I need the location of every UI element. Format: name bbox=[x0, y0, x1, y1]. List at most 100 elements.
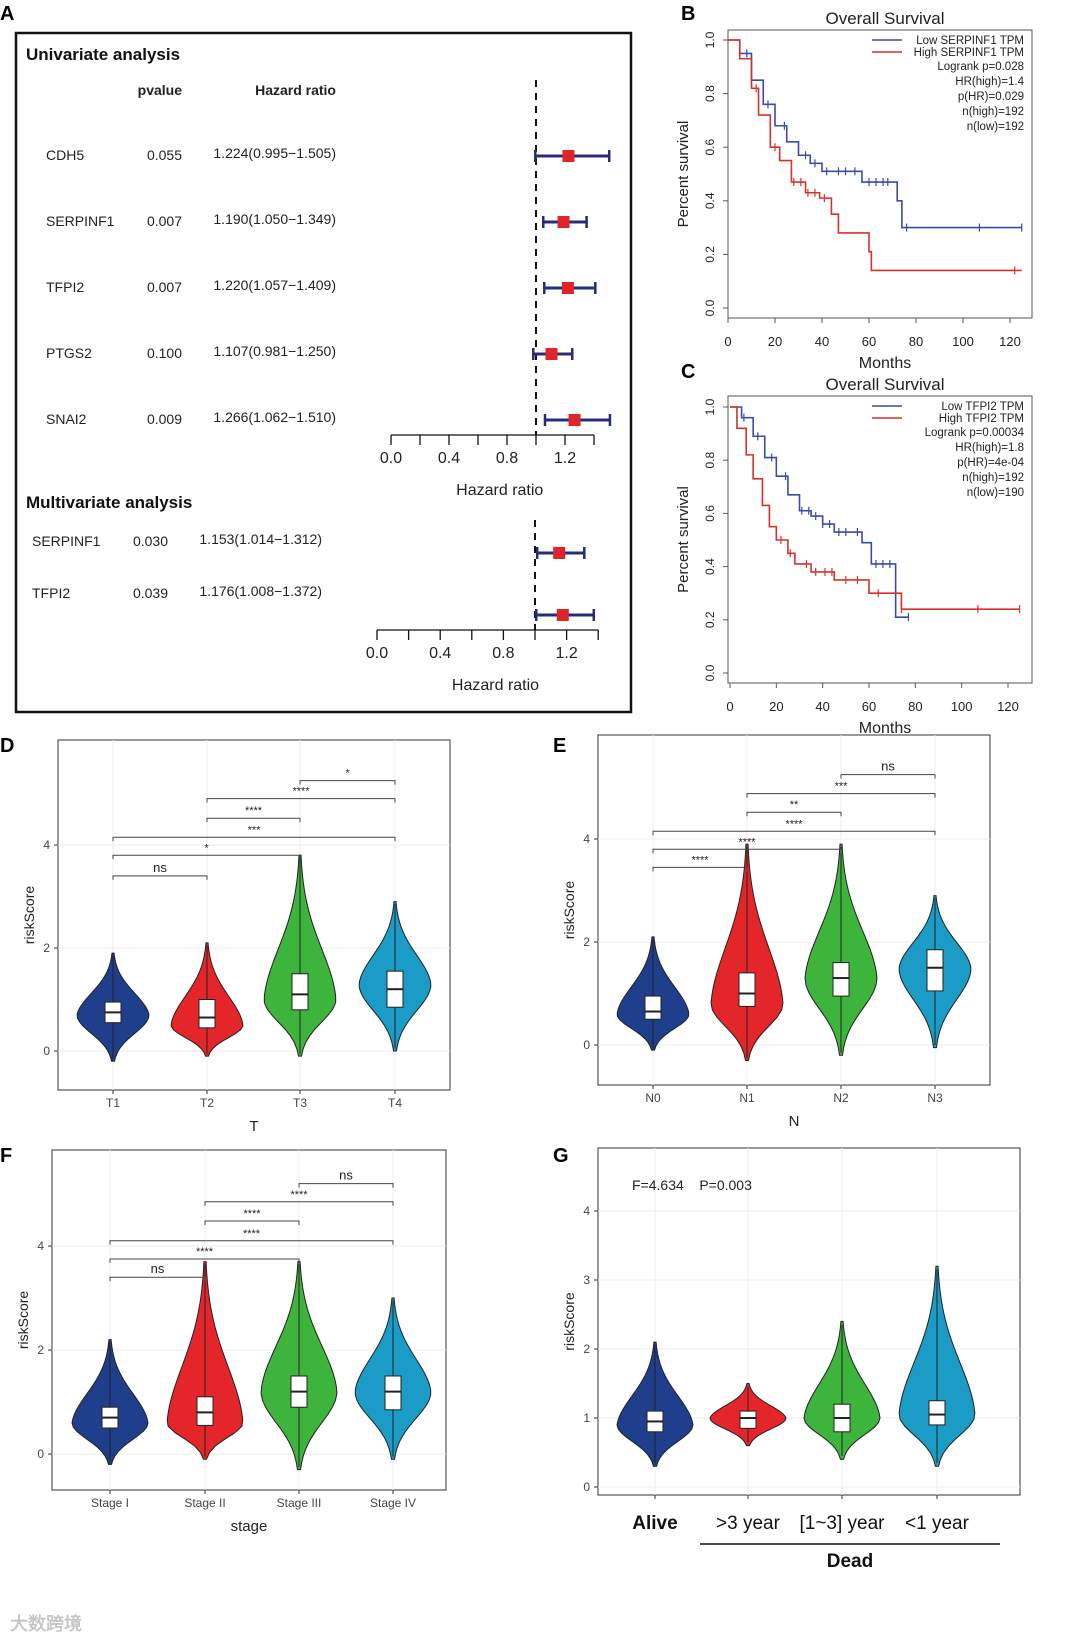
anova-annotation: F=4.634 P=0.003 bbox=[632, 1177, 752, 1193]
stat-text: p(HR)=4e-04 bbox=[957, 457, 1024, 469]
x-tick-label: 0.8 bbox=[496, 450, 518, 467]
panel-label-e: E bbox=[553, 735, 566, 757]
plot-frame bbox=[727, 395, 1033, 684]
x-axis-label: N bbox=[789, 1113, 800, 1130]
hazard-ratio-point bbox=[562, 150, 575, 162]
significance-bracket bbox=[206, 817, 301, 823]
significance-label: **** bbox=[243, 1228, 261, 1240]
x-tick-label: N1 bbox=[739, 1091, 755, 1105]
significance-label: **** bbox=[785, 818, 803, 830]
panel-label-f: F bbox=[0, 1145, 12, 1167]
stat-text: HR(high)=1.4 bbox=[955, 76, 1024, 88]
legend-entry: High SERPINF1 TPM bbox=[914, 47, 1024, 59]
significance-label: ns bbox=[881, 759, 895, 774]
stat-text: n(low)=192 bbox=[967, 121, 1024, 133]
stat-text: n(low)=190 bbox=[967, 487, 1024, 499]
y-tick-label: 3 bbox=[583, 1273, 590, 1287]
y-axis-label: riskScore bbox=[15, 1291, 31, 1350]
y-axis-label: Percent survival bbox=[675, 486, 692, 593]
x-axis-label: Dead bbox=[827, 1551, 873, 1572]
significance-label: ns bbox=[151, 1261, 165, 1276]
x-tick-label: Stage II bbox=[184, 1496, 225, 1510]
gene-name: CDH5 bbox=[46, 147, 84, 163]
box bbox=[644, 995, 662, 1020]
y-axis-label: riskScore bbox=[21, 886, 37, 945]
x-tick-label: 0.0 bbox=[380, 450, 402, 467]
y-tick-label: 4 bbox=[37, 1239, 44, 1253]
x-tick-label: N2 bbox=[833, 1091, 849, 1105]
significance-bracket bbox=[840, 774, 936, 779]
significance-label: *** bbox=[248, 824, 262, 836]
legend-entry: High TFPI2 TPM bbox=[939, 413, 1024, 425]
x-tick-label: N3 bbox=[927, 1091, 943, 1105]
x-axis-label: Hazard ratio bbox=[456, 482, 543, 499]
y-tick-label: 0.4 bbox=[703, 192, 717, 209]
hazard-ratio-point bbox=[561, 282, 574, 294]
y-tick-label: 0 bbox=[43, 1044, 50, 1058]
stat-text: Logrank p=0.00034 bbox=[925, 427, 1025, 439]
y-tick-label: 0.2 bbox=[703, 611, 717, 628]
significance-bracket bbox=[652, 830, 936, 836]
x-tick-label: T1 bbox=[106, 1096, 120, 1110]
legend-entry: Low SERPINF1 TPM bbox=[916, 35, 1024, 47]
chart-title: Overall Survival bbox=[825, 375, 944, 394]
column-header-pvalue: pvalue bbox=[138, 82, 183, 98]
x-tick-label: 40 bbox=[815, 699, 829, 714]
significance-bracket bbox=[109, 1240, 394, 1245]
pvalue: 0.009 bbox=[147, 411, 182, 427]
hazard-ratio-text: 1.190(1.050−1.349) bbox=[213, 211, 336, 227]
y-tick-label: 1 bbox=[583, 1411, 590, 1425]
hazard-ratio-text: 1.220(1.057−1.409) bbox=[213, 277, 336, 293]
panel-label-d: D bbox=[0, 735, 14, 757]
pvalue: 0.039 bbox=[133, 585, 168, 601]
panel-label-c: C bbox=[681, 361, 695, 383]
y-tick-label: 0 bbox=[583, 1480, 590, 1494]
y-tick-label: 0.6 bbox=[703, 505, 717, 522]
hazard-ratio-text: 1.266(1.062−1.510) bbox=[213, 409, 336, 425]
box bbox=[196, 1396, 214, 1426]
significance-bracket bbox=[746, 811, 842, 817]
y-tick-label: 0 bbox=[37, 1447, 44, 1461]
survival-curve bbox=[730, 406, 1020, 610]
significance-label: **** bbox=[738, 836, 756, 848]
x-tick-label: 0.4 bbox=[438, 450, 460, 467]
significance-label: **** bbox=[292, 786, 310, 798]
significance-bracket bbox=[109, 1276, 206, 1282]
survival-curve bbox=[728, 39, 1022, 272]
forest-frame bbox=[14, 31, 633, 714]
significance-bracket bbox=[109, 1258, 300, 1263]
x-tick-label: 20 bbox=[769, 699, 783, 714]
significance-label: ns bbox=[153, 860, 167, 875]
significance-label: **** bbox=[243, 1208, 261, 1220]
x-tick-label: 80 bbox=[909, 334, 923, 349]
forest-plot: Univariate analysis pvalue Hazard ratio CDH… bbox=[14, 31, 633, 714]
x-tick-label: 120 bbox=[999, 334, 1021, 349]
hazard-ratio-point bbox=[556, 609, 569, 621]
x-tick-label: 100 bbox=[952, 334, 974, 349]
box bbox=[198, 999, 216, 1029]
panel-label-a: A bbox=[0, 3, 14, 25]
x-tick-label: >3 year bbox=[716, 1513, 781, 1534]
y-tick-label: 4 bbox=[43, 838, 50, 852]
pvalue: 0.100 bbox=[147, 345, 182, 361]
column-header-hazard-ratio: Hazard ratio bbox=[255, 82, 336, 98]
box bbox=[926, 949, 944, 992]
significance-label: *** bbox=[835, 781, 849, 793]
pvalue: 0.007 bbox=[147, 213, 182, 229]
gene-name: SERPINF1 bbox=[46, 213, 115, 229]
x-tick-label: T4 bbox=[388, 1096, 402, 1110]
y-tick-label: 0.0 bbox=[703, 664, 717, 681]
hazard-ratio-point bbox=[557, 216, 570, 228]
watermark: 大数跨境 bbox=[10, 1614, 82, 1634]
significance-label: **** bbox=[196, 1246, 214, 1258]
plot-frame bbox=[727, 29, 1033, 319]
significance-label: **** bbox=[290, 1189, 308, 1201]
x-tick-label: 120 bbox=[997, 699, 1019, 714]
hazard-ratio-point bbox=[545, 348, 558, 360]
significance-label: ** bbox=[790, 799, 799, 811]
violin-plot-f: 0 2 4 riskScore Stage I Stage II Stage III Stag… bbox=[15, 1149, 447, 1535]
x-axis-label: Months bbox=[859, 720, 911, 737]
stat-text: Logrank p=0.028 bbox=[937, 61, 1024, 73]
x-tick-label: 0.0 bbox=[366, 645, 388, 662]
